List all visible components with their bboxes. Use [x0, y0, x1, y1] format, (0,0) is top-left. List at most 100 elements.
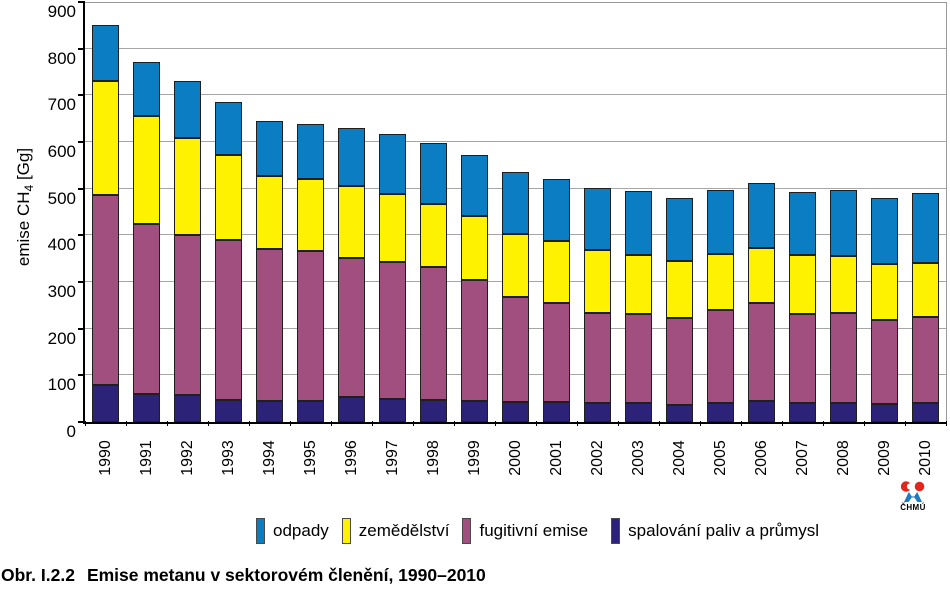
x-axis-tick: [372, 421, 373, 426]
x-tick-label-1997: 1997: [383, 440, 401, 476]
bar-segment-1994: [256, 401, 283, 422]
bar-segment-1994: [256, 121, 283, 176]
bar-segment-2009: [871, 319, 898, 404]
bar-segment-1999: [461, 215, 488, 280]
bar-segment-1999: [461, 154, 488, 216]
x-axis-tick: [659, 421, 660, 426]
y-tick-label: 700: [47, 95, 76, 115]
bar-segment-2005: [707, 403, 734, 422]
y-tick-label: 0: [66, 422, 76, 441]
x-tick-label-2005: 2005: [711, 440, 729, 476]
x-axis-tick: [823, 421, 824, 426]
y-tick-label: 800: [47, 48, 76, 68]
y-axis-tick: [78, 47, 85, 50]
x-tick-label-2007: 2007: [793, 440, 811, 476]
bar-segment-2004: [666, 404, 693, 422]
x-axis-tick: [413, 421, 414, 426]
bar-segment-1992: [174, 395, 201, 422]
bar-segment-2007: [789, 403, 816, 422]
y-tick-label: 500: [47, 188, 76, 208]
bar-segment-1991: [133, 223, 160, 394]
x-axis-tick: [864, 421, 865, 426]
bar-segment-1993: [215, 240, 242, 400]
bar-segment-1993: [215, 101, 242, 156]
legend-item: odpady: [256, 518, 329, 544]
legend-item: fugitivní emise: [462, 518, 588, 544]
bar-segment-2002: [584, 187, 611, 251]
bar-segment-2004: [666, 261, 693, 319]
caption: Obr. I.2.2 Emise metanu v sektorovém člen…: [1, 565, 486, 586]
bar-segment-1995: [297, 124, 324, 180]
x-axis-tick: [782, 421, 783, 426]
bar-segment-1994: [256, 249, 283, 402]
x-axis-tick: [126, 421, 127, 426]
x-axis-tick: [290, 421, 291, 426]
x-tick-label-2009: 2009: [875, 440, 893, 476]
bar-segment-1990: [92, 81, 119, 196]
bar-segment-2006: [748, 248, 775, 304]
bar-segment-2010: [912, 192, 939, 264]
chmu-logo-text: ČHMÚ: [900, 503, 926, 512]
bar-segment-1996: [338, 397, 365, 422]
bar-segment-2006: [748, 401, 775, 422]
x-axis-tick: [577, 421, 578, 426]
bar-segment-1995: [297, 251, 324, 401]
bar-segment-2007: [789, 191, 816, 255]
bar-segment-2010: [912, 317, 939, 403]
x-axis-tick: [741, 421, 742, 426]
legend-label: zemědělství: [358, 521, 450, 540]
bar-segment-2000: [502, 171, 529, 235]
bar-segment-1997: [379, 398, 406, 422]
bar-segment-2006: [748, 183, 775, 249]
y-tick-label: 300: [47, 282, 76, 301]
x-axis-tick: [85, 421, 86, 426]
bar-segment-1999: [461, 401, 488, 422]
plot-area: [78, 1, 946, 423]
x-axis-tick: [618, 421, 619, 426]
bar-segment-2007: [789, 314, 816, 404]
legend-swatch: [611, 518, 621, 544]
x-tick-label-2000: 2000: [506, 440, 524, 476]
y-axis-tick: [78, 94, 85, 97]
bar-segment-1996: [338, 186, 365, 258]
x-tick-label-1995: 1995: [301, 440, 319, 476]
bar-segment-1996: [338, 257, 365, 398]
y-tick-label: 200: [47, 328, 76, 348]
bar-segment-1997: [379, 134, 406, 195]
y-tick-label: 600: [47, 142, 76, 161]
bar-segment-1990: [92, 385, 119, 422]
bar-segment-2001: [543, 178, 570, 241]
x-axis-tick: [946, 421, 947, 426]
bar-segment-1997: [379, 261, 406, 399]
legend-label: fugitivní emise: [479, 521, 589, 540]
bar-segment-1991: [133, 116, 160, 224]
x-tick-label-2006: 2006: [752, 440, 770, 476]
x-axis-tick: [536, 421, 537, 426]
bar-segment-2004: [666, 318, 693, 405]
bar-segment-2001: [543, 401, 570, 422]
bar-segment-2008: [830, 402, 857, 422]
bar-segment-2005: [707, 189, 734, 254]
y-axis-tick: [78, 327, 85, 330]
x-axis-tick: [331, 421, 332, 426]
caption-label: Obr. I.2.2: [1, 565, 75, 585]
bar-segment-1997: [379, 194, 406, 262]
bar-segment-2003: [625, 313, 652, 404]
bar-segment-2009: [871, 403, 898, 422]
y-axis-tick: [78, 141, 85, 143]
bar-segment-2010: [912, 263, 939, 317]
y-axis-tick: [78, 187, 85, 190]
bar-segment-1991: [133, 393, 160, 422]
y-axis-tick: [78, 421, 85, 423]
bar-segment-1998: [420, 400, 447, 422]
legend-label: odpady: [273, 521, 329, 540]
bar-segment-2000: [502, 401, 529, 422]
y-axis-tick: [78, 281, 85, 283]
bar-segment-2002: [584, 403, 611, 422]
x-axis-tick: [208, 421, 209, 426]
bar-segment-1995: [297, 179, 324, 252]
x-tick-label-2003: 2003: [629, 440, 647, 476]
bar-segment-1996: [338, 128, 365, 187]
bar-segment-1994: [256, 175, 283, 250]
